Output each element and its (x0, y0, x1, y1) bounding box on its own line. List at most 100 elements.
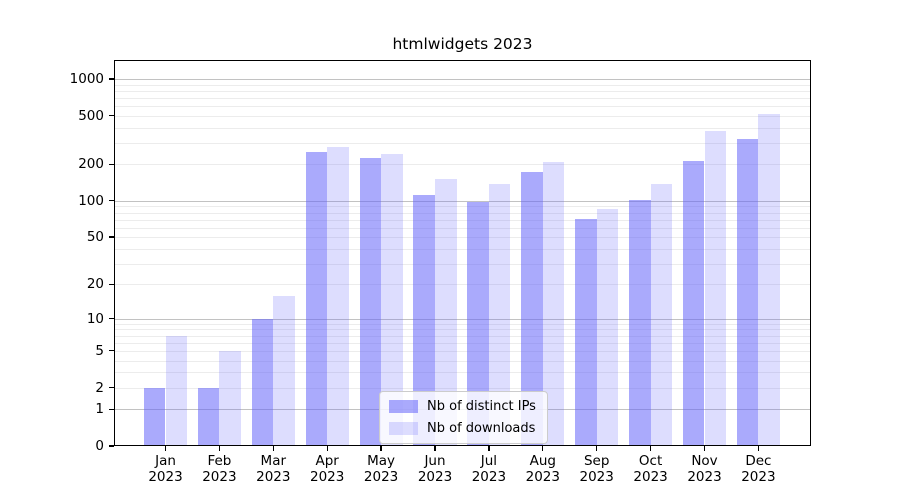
x-tick-label: Sep 2023 (579, 453, 614, 485)
y-tick-mark (109, 283, 114, 285)
y-tick-mark (109, 163, 114, 165)
y-tick-label: 1000 (69, 71, 104, 87)
bar-downloads-nov (704, 131, 727, 446)
gridline-minor (114, 387, 811, 389)
gridline-minor (114, 106, 811, 108)
y-tick-label: 1 (95, 401, 104, 418)
y-tick-label: 50 (86, 229, 104, 246)
y-tick-label: 100 (78, 192, 104, 209)
bar-ips-nov (682, 161, 705, 446)
gridline-minor (114, 263, 811, 265)
gridline-minor (114, 115, 811, 117)
x-tick-mark (542, 446, 544, 451)
gridline-minor (114, 360, 811, 362)
chart-title: htmlwidgets 2023 (392, 35, 533, 53)
x-tick-label: Jan 2023 (148, 453, 183, 485)
x-tick-mark (380, 446, 382, 451)
gridline-major (114, 200, 811, 202)
y-tick-mark (109, 236, 114, 238)
x-tick-label: Aug 2023 (525, 453, 560, 485)
bar-ips-aug (521, 171, 543, 446)
x-tick-label: Apr 2023 (310, 453, 345, 485)
y-tick-mark (109, 386, 114, 389)
bar-downloads-jul (488, 183, 511, 446)
bar-downloads-jun (435, 179, 457, 446)
bar-downloads-dec (758, 114, 780, 446)
bar-downloads-mar (273, 295, 295, 446)
gridline-minor (114, 350, 811, 352)
gridline-minor (114, 329, 811, 331)
gridline-minor (114, 97, 811, 99)
y-tick-mark (109, 115, 114, 117)
x-tick-label: Nov 2023 (687, 453, 722, 485)
gridline-minor (114, 227, 811, 229)
x-tick-mark (164, 446, 167, 451)
y-tick-mark (109, 408, 114, 410)
bar-ips-mar (251, 318, 274, 446)
x-tick-label: Feb 2023 (202, 453, 237, 485)
y-tick-label: 0 (95, 438, 104, 454)
bar-downloads-jan (165, 335, 188, 446)
legend-swatch-distinct-ips (389, 400, 418, 413)
gridline-major (114, 318, 811, 320)
plot-area (114, 60, 811, 446)
gridline-minor (114, 206, 811, 208)
y-tick-mark (109, 200, 114, 202)
x-tick-mark (596, 446, 598, 451)
legend-label-downloads: Nb of downloads (427, 421, 536, 436)
gridline-minor (114, 212, 811, 214)
y-tick-label: 20 (86, 276, 104, 293)
x-tick-label: Jul 2023 (471, 453, 507, 485)
gridline-minor (114, 335, 811, 337)
bar-ips-jul (467, 201, 489, 446)
y-tick-mark (109, 350, 114, 352)
x-tick-label: Dec 2023 (741, 453, 776, 485)
bar-downloads-may (381, 153, 403, 446)
x-tick-label: May 2023 (363, 453, 399, 485)
bar-ips-sep (575, 218, 597, 446)
x-tick-label: Mar 2023 (256, 453, 291, 485)
x-tick-mark (757, 446, 760, 451)
bar-downloads-feb (219, 350, 241, 446)
gridline-major (114, 79, 811, 80)
bar-downloads-aug (542, 161, 565, 446)
gridline-minor (114, 372, 811, 374)
bar-downloads-apr (327, 147, 349, 446)
x-tick-label: Jun 2023 (417, 453, 453, 485)
gridline-minor (114, 342, 811, 344)
bar-ips-may (359, 158, 382, 446)
gridline-minor (114, 323, 811, 325)
y-tick-mark (109, 78, 114, 80)
bar-ips-dec (736, 139, 759, 446)
x-tick-mark (218, 446, 221, 451)
y-tick-label: 500 (78, 107, 104, 124)
legend-swatch-downloads (389, 422, 418, 435)
gridline-minor (114, 90, 811, 92)
legend-label-distinct-ips: Nb of distinct IPs (427, 399, 536, 414)
bar-ips-oct (629, 200, 651, 446)
bar-ips-jan (143, 387, 166, 446)
x-tick-mark (649, 446, 652, 451)
gridline-minor (114, 84, 811, 86)
bar-ips-feb (197, 387, 220, 446)
x-tick-mark (703, 446, 706, 451)
legend-item-downloads: Nb of downloads (389, 421, 536, 436)
y-tick-label: 2 (95, 379, 104, 396)
bar-ips-apr (305, 152, 328, 446)
y-tick-label: 5 (95, 342, 104, 359)
gridline-minor (114, 248, 811, 250)
x-tick-label: Oct 2023 (633, 453, 668, 485)
gridline-minor (114, 219, 811, 221)
x-tick-mark (434, 446, 436, 451)
gridline-minor (114, 284, 811, 286)
bar-ips-jun (413, 195, 435, 446)
y-tick-label: 10 (86, 310, 104, 327)
bar-downloads-oct (650, 183, 673, 446)
gridline-minor (114, 164, 811, 166)
x-tick-mark (488, 446, 490, 451)
bar-downloads-sep (596, 209, 619, 446)
y-tick-mark (109, 317, 114, 320)
x-tick-mark (326, 446, 328, 451)
legend-item-distinct-ips: Nb of distinct IPs (389, 399, 536, 414)
